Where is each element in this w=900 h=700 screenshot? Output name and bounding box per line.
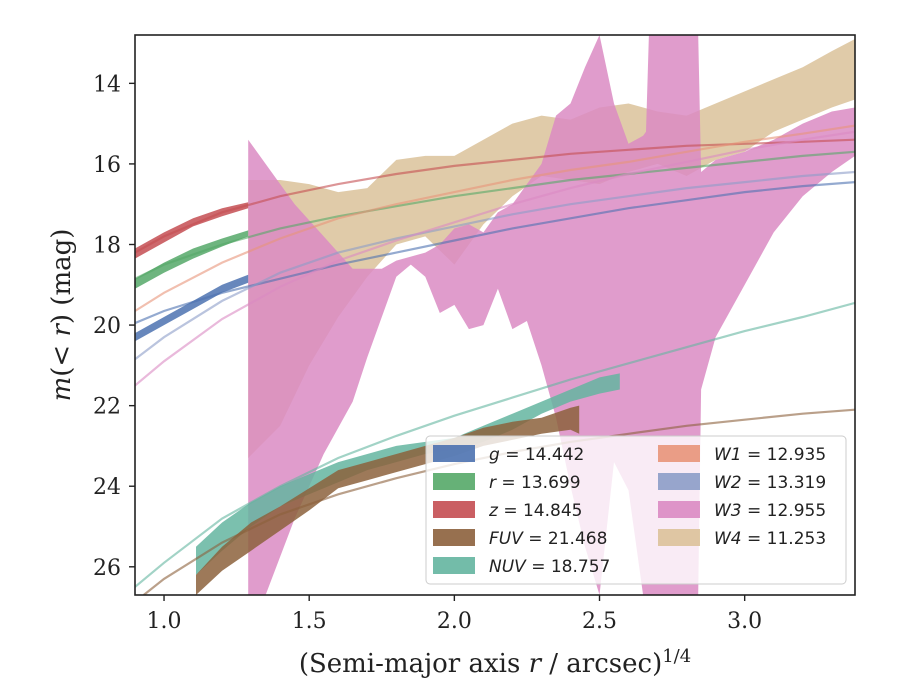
x-axis-label: (Semi-major axis r / arcsec)1/4 bbox=[299, 646, 691, 679]
legend-swatch-w3 bbox=[658, 501, 700, 518]
model-line-g bbox=[135, 181, 855, 325]
legend-label-fuv: FUV = 21.468 bbox=[489, 529, 607, 549]
plot-frame bbox=[134, 34, 856, 596]
x-tick-label: 3.0 bbox=[727, 609, 762, 634]
x-tick-label: 2.5 bbox=[582, 609, 617, 634]
model-line-nuv bbox=[135, 301, 855, 588]
legend-label-w3: W3 = 12.955 bbox=[714, 501, 826, 521]
x-tick-label: 2.0 bbox=[437, 609, 472, 634]
legend-label-w2: W2 = 13.319 bbox=[714, 473, 826, 493]
legend-label-g: g = 14.442 bbox=[489, 445, 584, 465]
y-tick-label: 14 bbox=[93, 72, 121, 97]
legend-swatch-fuv bbox=[433, 529, 475, 546]
legend-label-w4: W4 = 11.253 bbox=[714, 529, 826, 549]
legend-label-z: z = 14.845 bbox=[488, 501, 582, 521]
model-line-w1 bbox=[135, 124, 855, 312]
y-axis-label: m(< r) (mag) bbox=[47, 229, 77, 402]
legend-frame bbox=[425, 435, 847, 585]
legend-swatch-w1 bbox=[658, 445, 700, 462]
model-line-w2 bbox=[135, 170, 855, 361]
band-w3 bbox=[248, 35, 855, 595]
legend-swatch-w4 bbox=[658, 529, 700, 546]
model-line-r bbox=[135, 150, 855, 280]
legend-swatch-w2 bbox=[658, 473, 700, 490]
legend-swatch-nuv bbox=[433, 557, 475, 574]
legend-swatch-z bbox=[433, 501, 475, 518]
legend-swatch-g bbox=[433, 445, 475, 462]
x-tick-label: 1.0 bbox=[147, 609, 182, 634]
y-tick-label: 16 bbox=[93, 153, 121, 178]
band-z bbox=[135, 202, 249, 259]
y-tick-label: 20 bbox=[93, 314, 121, 339]
x-axis-ticks: 1.0 1.5 2.0 2.5 3.0 bbox=[147, 595, 762, 634]
legend: g = 14.442 r = 13.699 z = 14.845 FUV = 21.4… bbox=[425, 435, 847, 585]
y-tick-label: 24 bbox=[93, 475, 121, 500]
legend-entries: g = 14.442 r = 13.699 z = 14.845 FUV = 21.4… bbox=[433, 445, 826, 577]
band-w4 bbox=[248, 39, 855, 458]
legend-swatch-r bbox=[433, 473, 475, 490]
band-fuv bbox=[196, 405, 580, 595]
model-line-w3 bbox=[135, 130, 855, 387]
x-tick-label: 1.5 bbox=[292, 609, 327, 634]
y-axis-ticks: 14 16 18 20 22 24 26 bbox=[93, 72, 135, 581]
y-tick-label: 26 bbox=[93, 556, 121, 581]
legend-label-w1: W1 = 12.935 bbox=[714, 445, 826, 465]
y-tick-label: 22 bbox=[93, 395, 121, 420]
legend-label-nuv: NUV = 18.757 bbox=[489, 557, 610, 577]
y-tick-label: 18 bbox=[93, 233, 121, 258]
legend-label-r: r = 13.699 bbox=[489, 473, 581, 493]
band-g bbox=[135, 274, 249, 342]
